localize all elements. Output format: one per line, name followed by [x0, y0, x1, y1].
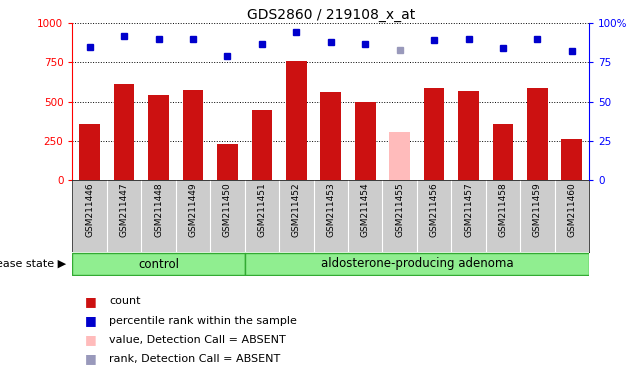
Bar [458, 91, 479, 180]
Text: GSM211449: GSM211449 [188, 183, 197, 237]
Text: GSM211460: GSM211460 [568, 183, 576, 237]
Text: GSM211453: GSM211453 [326, 183, 335, 237]
Text: rank, Detection Call = ABSENT: rank, Detection Call = ABSENT [109, 354, 280, 364]
Bar [251, 110, 272, 180]
Bar [355, 102, 375, 180]
Text: GSM211459: GSM211459 [533, 183, 542, 237]
Bar [493, 124, 513, 180]
Bar [244, 253, 589, 275]
Bar [72, 253, 244, 275]
Bar [79, 124, 100, 180]
Text: disease state ▶: disease state ▶ [0, 259, 66, 269]
Bar [321, 92, 341, 180]
Text: GSM211454: GSM211454 [361, 183, 370, 237]
Text: GSM211447: GSM211447 [120, 183, 129, 237]
Bar [389, 132, 410, 180]
Text: ■: ■ [85, 333, 97, 346]
Bar [527, 88, 547, 180]
Text: value, Detection Call = ABSENT: value, Detection Call = ABSENT [109, 335, 286, 345]
Text: GSM211448: GSM211448 [154, 183, 163, 237]
Bar [183, 90, 203, 180]
Text: GSM211452: GSM211452 [292, 183, 301, 237]
Text: percentile rank within the sample: percentile rank within the sample [109, 316, 297, 326]
Text: GSM211450: GSM211450 [223, 183, 232, 237]
Text: GSM211451: GSM211451 [258, 183, 266, 237]
Bar [217, 144, 238, 180]
Text: ■: ■ [85, 314, 97, 327]
Text: GSM211456: GSM211456 [430, 183, 438, 237]
Text: GSM211455: GSM211455 [395, 183, 404, 237]
Bar [148, 96, 169, 180]
Text: ■: ■ [85, 295, 97, 308]
Text: GSM211458: GSM211458 [498, 183, 507, 237]
Text: count: count [109, 296, 140, 306]
Bar [561, 139, 582, 180]
Bar [286, 61, 307, 180]
Bar [424, 88, 444, 180]
Text: GSM211446: GSM211446 [85, 183, 94, 237]
Text: GSM211457: GSM211457 [464, 183, 473, 237]
Text: ■: ■ [85, 353, 97, 366]
Title: GDS2860 / 219108_x_at: GDS2860 / 219108_x_at [246, 8, 415, 22]
Text: control: control [138, 258, 179, 270]
Bar [114, 84, 134, 180]
Text: aldosterone-producing adenoma: aldosterone-producing adenoma [321, 258, 513, 270]
